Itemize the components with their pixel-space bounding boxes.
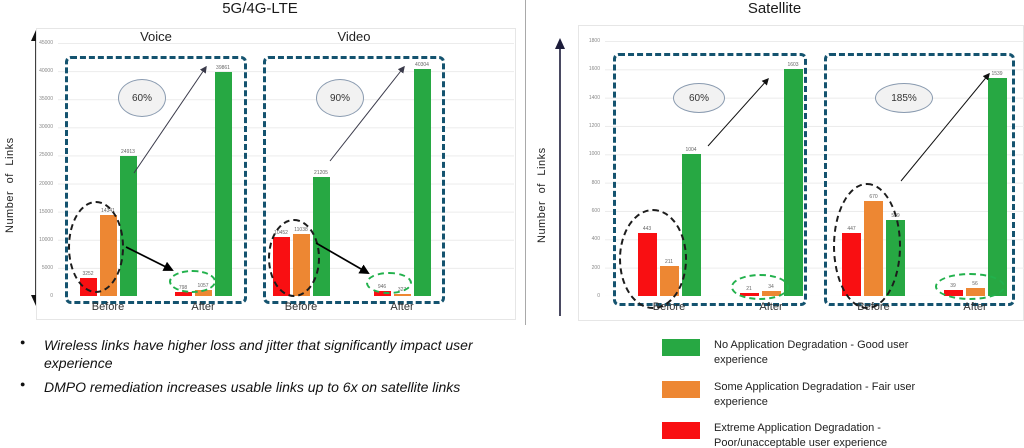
dashed-box-voice <box>65 56 247 304</box>
growth-pct-video: 90% <box>329 92 350 104</box>
y-tick: 30000 <box>39 124 53 131</box>
growth-pct-sat1: 60% <box>688 92 709 104</box>
x-label-sat2-after: After <box>963 301 987 313</box>
plot-area-5g: Voice Video 3252 14341 24913 798 1057 39861 … <box>58 29 514 313</box>
plot-area-satellite: 443 211 1004 21 34 1603 447 670 539 39 56 1539 B… <box>605 41 1024 313</box>
subchart-title-video: Video <box>337 29 371 44</box>
section-title-satellite: Satellite <box>747 0 802 17</box>
bar-value-label: 24913 <box>121 148 135 155</box>
growth-pct-voice: 60% <box>131 92 152 104</box>
remediation-arrow-video <box>315 242 370 275</box>
y-tick: 1600 <box>588 66 600 73</box>
highlight-ellipse-voice-after <box>169 270 216 293</box>
y-tick: 1000 <box>588 151 600 158</box>
arrows-overlay-satellite <box>707 72 990 182</box>
x-label-sat1-after: After <box>759 301 783 313</box>
y-axis-ticks: 1800 1600 1400 1200 1000 800 600 400 200 0 <box>579 38 603 299</box>
x-label-voice-after: After <box>191 301 215 313</box>
y-tick: 0 <box>50 293 53 299</box>
legend-swatch-orange <box>662 380 700 398</box>
legend-row-orange: Some Application Degradation - Fair user… <box>662 380 1002 410</box>
x-label-voice-before: Before <box>91 301 125 313</box>
y-tick: 800 <box>591 179 600 186</box>
notes-bullets: Wireless links have higher loss and jitt… <box>14 336 519 403</box>
y-tick: 45000 <box>39 40 53 46</box>
y-tick: 40000 <box>39 68 53 75</box>
legend: No Application Degradation - Good user e… <box>662 338 1002 448</box>
bar-green: 1539 <box>987 71 1007 296</box>
arrows-overlay-5g <box>125 65 405 275</box>
legend-label-red: Extreme Application Degradation - Poor/u… <box>714 422 888 448</box>
y-axis-ticks: 45000 40000 35000 30000 25000 20000 15000 10000… <box>37 40 56 299</box>
legend-swatch-red <box>662 422 700 440</box>
dashed-box-sat-left <box>613 53 807 306</box>
bar-value-label: 1603 <box>787 61 799 68</box>
growth-oval-voice: 60% <box>118 79 166 117</box>
section-divider <box>525 0 526 325</box>
highlight-ellipse-video-after <box>366 272 412 294</box>
y-tick: 5000 <box>41 264 53 271</box>
x-label-video-before: Before <box>284 301 318 313</box>
bar-green: 40304 <box>413 62 431 296</box>
growth-oval-sat1: 60% <box>673 83 725 113</box>
legend-label-green: No Application Degradation - Good user e… <box>714 339 909 366</box>
remediation-arrow-voice <box>125 246 174 271</box>
dashed-box-sat-right <box>824 53 1015 306</box>
y-tick: 20000 <box>39 180 53 187</box>
growth-oval-sat2: 185% <box>875 83 933 113</box>
highlight-ellipse-sat1-before <box>619 209 687 309</box>
legend-swatch-green <box>662 339 700 356</box>
chart-satellite: 1800 1600 1400 1200 1000 800 600 400 200 0 443 211… <box>578 25 1024 321</box>
y-tick: 35000 <box>39 96 53 103</box>
y-tick: 1800 <box>588 38 600 44</box>
section-title-5g: 5G/4G-LTE <box>222 0 298 17</box>
highlight-ellipse-voice-before <box>68 201 124 293</box>
chart-5g: 45000 40000 35000 30000 25000 20000 15000 10000… <box>36 28 516 320</box>
legend-row-red: Extreme Application Degradation - Poor/u… <box>662 421 1002 448</box>
growth-arrow-sat1 <box>707 77 769 147</box>
subchart-title-voice: Voice <box>140 29 172 44</box>
legend-row-green: No Application Degradation - Good user e… <box>662 338 1002 368</box>
growth-arrow-sat2 <box>900 72 990 182</box>
growth-pct-sat2: 185% <box>891 92 917 104</box>
bar-green: 39861 <box>214 65 232 296</box>
y-tick: 10000 <box>39 236 53 243</box>
y-tick: 600 <box>591 208 600 214</box>
y-tick: 15000 <box>39 208 53 215</box>
dashed-box-video <box>263 56 445 304</box>
y-tick: 1400 <box>588 94 600 101</box>
highlight-ellipse-sat2-after <box>935 273 1005 300</box>
y-tick: 25000 <box>39 152 53 159</box>
y-tick: 0 <box>597 293 600 299</box>
legend-label-orange: Some Application Degradation - Fair user… <box>714 380 916 408</box>
y-axis-label-5g: Number of Links <box>4 137 16 233</box>
growth-arrow-voice <box>133 65 207 174</box>
highlight-ellipse-video-before <box>268 219 320 297</box>
bar-green: 1603 <box>783 62 803 296</box>
bar-value-label: 1004 <box>685 146 697 153</box>
bullet-wireless: Wireless links have higher loss and jitt… <box>14 336 519 372</box>
bar-value-label: 1539 <box>991 70 1003 77</box>
y-axis-arrow-satellite <box>555 38 565 316</box>
bar-green: 24913 <box>119 149 137 296</box>
y-tick: 1200 <box>588 123 600 129</box>
y-tick: 400 <box>591 236 600 243</box>
bar-value-label: 39861 <box>216 64 230 71</box>
highlight-ellipse-sat1-after <box>731 274 789 300</box>
y-tick: 200 <box>591 264 600 271</box>
bar-value-label: 21205 <box>314 169 328 176</box>
highlight-ellipse-sat2-before <box>833 183 901 309</box>
bullet-dmpo: DMPO remediation increases usable links … <box>14 378 519 396</box>
growth-oval-video: 90% <box>316 79 364 117</box>
growth-arrow-video <box>329 65 405 162</box>
y-axis-label-satellite: Number of Links <box>536 147 548 243</box>
x-label-video-after: After <box>390 301 414 313</box>
bar-value-label: 40304 <box>415 62 429 69</box>
